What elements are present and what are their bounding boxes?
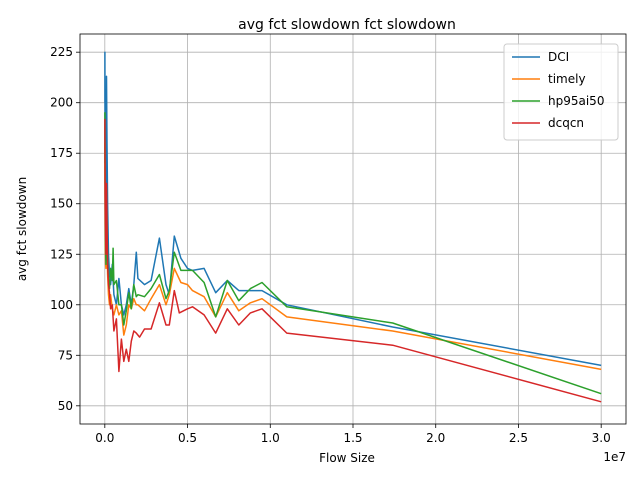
x-tick-label: 0.5 — [178, 431, 197, 445]
x-tick-label: 2.5 — [509, 431, 528, 445]
legend-box — [503, 43, 619, 141]
y-tick-label: 175 — [50, 146, 73, 160]
y-axis-ticks: 50 75 100 125 150 175 200 225 — [50, 45, 80, 413]
series-lines — [104, 51, 602, 403]
x-tick-label: 1.5 — [343, 431, 362, 445]
grid-lines — [80, 34, 626, 424]
y-tick-label: 125 — [50, 247, 73, 261]
y-axis-label: avg fct slowdown — [15, 177, 29, 281]
x-tick-label: 1.0 — [261, 431, 280, 445]
y-tick-label: 200 — [50, 96, 73, 110]
y-tick-label: 225 — [50, 45, 73, 59]
series-line-dcqcn — [104, 118, 602, 403]
y-tick-label: 75 — [58, 348, 73, 362]
x-tick-label: 2.0 — [426, 431, 445, 445]
x-axis-label: Flow Size — [319, 451, 375, 465]
legend-label: DCI — [548, 50, 569, 64]
y-tick-label: 50 — [58, 399, 73, 413]
y-tick-label: 100 — [50, 298, 73, 312]
x-axis-offset-label: 1e7 — [603, 450, 626, 464]
y-tick-label: 150 — [50, 197, 73, 211]
legend: DCI timely hp95ai50 dcqcn — [503, 43, 619, 141]
legend-label: timely — [548, 72, 586, 86]
x-axis-ticks: 0.0 0.5 1.0 1.5 2.0 2.5 3.0 — [95, 424, 611, 445]
chart-title: avg fct slowdown fct slowdown — [238, 17, 456, 33]
legend-label: hp95ai50 — [548, 94, 604, 108]
x-tick-label: 0.0 — [95, 431, 114, 445]
x-tick-label: 3.0 — [592, 431, 611, 445]
legend-label: dcqcn — [548, 116, 584, 130]
